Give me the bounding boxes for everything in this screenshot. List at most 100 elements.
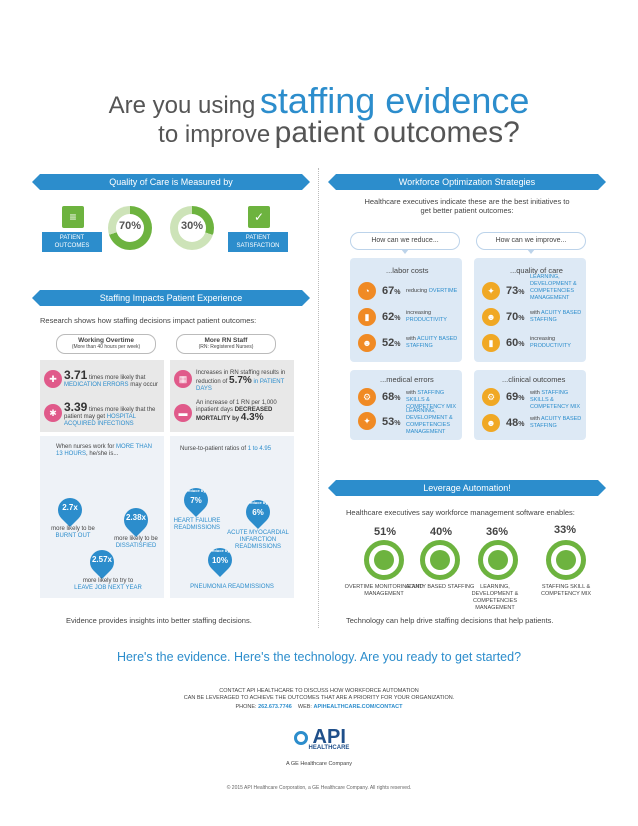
- errors-1-pct-num: 68: [382, 391, 395, 403]
- labor-3-pct-num: 52: [382, 337, 395, 349]
- people-icon: ☻: [482, 308, 500, 326]
- api-logo: API HEALTHCARE: [278, 726, 362, 751]
- outcomes-pct: 70%: [118, 220, 142, 232]
- overtime-pill: Working Overtime (More than 40 hours per…: [56, 334, 156, 354]
- ratio-box: [170, 436, 294, 598]
- automation-3-pct: 36%: [485, 526, 509, 538]
- errors-1-text: with STAFFING SKILLS & COMPETENCY MIX: [406, 390, 462, 411]
- hours-intro-text: When nurses work for: [56, 444, 115, 450]
- contact-line-2: CAN BE LEVERAGED TO ACHIEVE THE OUTCOMES…: [183, 695, 455, 701]
- heart-failure-label: HEART FAILURE READMISSIONS: [173, 518, 221, 531]
- errors-2-pct: 53%: [382, 416, 400, 428]
- pct-sign: %: [518, 421, 525, 428]
- clinical-2-pre: with: [530, 416, 540, 422]
- rn-staff-title: More RN Staff: [204, 337, 248, 344]
- ratio-intro: Nurse-to-patient ratios of 1 to 4.95: [180, 446, 290, 453]
- improve-pill: How can we improve...: [476, 232, 586, 254]
- labor-1-pct: 67%: [382, 285, 400, 297]
- pill-capsule-icon: ✚: [44, 370, 62, 388]
- ami-small: reduce by: [248, 500, 268, 505]
- heart-failure-value: 7%: [190, 496, 202, 505]
- errors-2-pct-num: 53: [382, 416, 395, 428]
- stat-1-tail: may occur: [130, 382, 158, 388]
- stat-1-number: 3.71: [64, 368, 88, 382]
- automation-1-pct: 51%: [373, 526, 397, 538]
- quality-2-text: with ACUITY BASED STAFFING: [530, 310, 584, 324]
- clock-icon: ◔: [358, 282, 376, 300]
- column-divider: [318, 168, 319, 628]
- stat-3-text: Increases in RN staffing results in redu…: [196, 370, 286, 385]
- stat-4-emph: DECREASED MORTALITY by: [196, 407, 273, 422]
- gears-icon: ⚙: [358, 388, 376, 406]
- patient-outcomes-tag: PATIENT OUTCOMES: [42, 232, 102, 252]
- quality-2-pct-num: 70: [506, 311, 519, 323]
- copyright: © 2015 API Healthcare Corporation, a GE …: [226, 785, 412, 791]
- ami-label: ACUTE MYOCARDIAL INFARCTION READMISSIONS: [227, 530, 289, 550]
- burnout-value: 2.7x: [62, 503, 78, 512]
- pneumonia-value: 10%: [211, 556, 228, 565]
- labor-3-pct: 52%: [382, 337, 400, 349]
- quality-1-pct: 73%: [506, 285, 524, 297]
- stat-2-emph: HOSPITAL ACQUIRED INFECTIONS: [64, 414, 136, 427]
- labor-2-pre: increasing: [406, 310, 432, 316]
- stat-1-text: times more likely that: [89, 375, 146, 381]
- clock-icon: [364, 540, 404, 580]
- errors-1-pct: 68%: [382, 391, 400, 403]
- quality-2-pct: 70%: [506, 311, 524, 323]
- dissatisfied-label: more likely to be DISSATISFIED: [108, 536, 164, 550]
- stat-4-number: 4.3%: [240, 412, 264, 423]
- impacts-banner: Staffing Impacts Patient Experience: [32, 290, 310, 306]
- lightbulb-icon: ✦: [358, 412, 376, 430]
- clinical-1-pct: 69%: [506, 391, 524, 403]
- leave-job-label-emph: LEAVE JOB NEXT YEAR: [74, 585, 142, 591]
- quality-title: ...quality of care: [510, 266, 563, 275]
- calendar-icon: ▦: [174, 370, 192, 388]
- workforce-intro: Healthcare executives indicate these are…: [364, 197, 570, 215]
- hours-intro-emph: MORE THAN 13 HOURS: [56, 444, 152, 457]
- automation-banner: Leverage Automation!: [328, 480, 606, 496]
- clinical-1-pre: with: [530, 390, 540, 396]
- pct-sign: %: [394, 315, 401, 322]
- magnifier-icon: [420, 540, 460, 580]
- cta-headline: Here's the evidence. Here's the technolo…: [116, 650, 522, 664]
- outcomes-donut: 70%: [108, 206, 152, 250]
- automation-4-label: STAFFING SKILL & COMPETENCY MIX: [540, 584, 591, 597]
- quality-banner: Quality of Care is Measured by: [32, 174, 310, 190]
- automation-footer: Technology can help drive staffing decis…: [346, 616, 554, 625]
- clinical-2-pct: 48%: [506, 417, 524, 429]
- pct-sign: %: [394, 420, 401, 427]
- clinical-1-text: with STAFFING SKILLS & COMPETENCY MIX: [530, 390, 586, 411]
- headline-prefix: Are you using: [108, 92, 256, 119]
- errors-1-emph: STAFFING SKILLS & COMPETENCY MIX: [406, 390, 457, 410]
- labor-3-text: with ACUITY BASED STAFFING: [406, 336, 460, 350]
- phone-number: 262.673.7746: [258, 704, 292, 710]
- heart-failure-small: reduce by: [186, 488, 206, 493]
- pneumonia-small: reduce by: [210, 548, 230, 553]
- stat-4-text: An increase of 1 RN per 1,000 inpatient …: [196, 400, 277, 413]
- automation-4-pct: 33%: [553, 524, 577, 536]
- web-link[interactable]: APIHEALTHCARE.COM/CONTACT: [313, 704, 403, 710]
- logo-swoosh-icon: [294, 730, 309, 745]
- patient-days-stat: Increases in RN staffing results in redu…: [196, 370, 290, 393]
- overtime-title: Working Overtime: [78, 337, 134, 344]
- impacts-footer: Evidence provides insights into better s…: [66, 616, 252, 625]
- thumbs-up-icon: ✓: [248, 206, 270, 228]
- quality-3-pct: 60%: [506, 337, 524, 349]
- patient-satisfaction-tag: PATIENT SATISFACTION: [228, 232, 288, 252]
- rn-staff-pill: More RN Staff (RN: Registered Nurses): [176, 334, 276, 354]
- labor-2-pct-num: 62: [382, 311, 395, 323]
- clipboard-icon: ≡: [62, 206, 84, 228]
- burnout-label-text: more likely to be: [51, 526, 95, 532]
- workforce-banner: Workforce Optimization Strategies: [328, 174, 606, 190]
- overtime-sub: (More than 40 hours per week): [71, 344, 141, 350]
- web-label: WEB:: [297, 704, 312, 710]
- quality-1-emph: LEARNING, DEVELOPMENT & COMPETENCIES MAN…: [530, 274, 577, 301]
- logo-company: A GE Healthcare Company: [285, 761, 353, 767]
- pct-sign: %: [518, 341, 525, 348]
- labor-2-emph: PRODUCTIVITY: [406, 317, 447, 323]
- clinical-1-pct-num: 69: [506, 391, 519, 403]
- medication-errors-stat: 3.71 times more likely that MEDICATION E…: [64, 369, 160, 389]
- contact-block: CONTACT API HEALTHCARE TO DISCUSS HOW WO…: [0, 688, 638, 711]
- leave-job-value: 2.57x: [91, 555, 113, 564]
- clinical-2-emph: ACUITY BASED STAFFING: [530, 416, 582, 429]
